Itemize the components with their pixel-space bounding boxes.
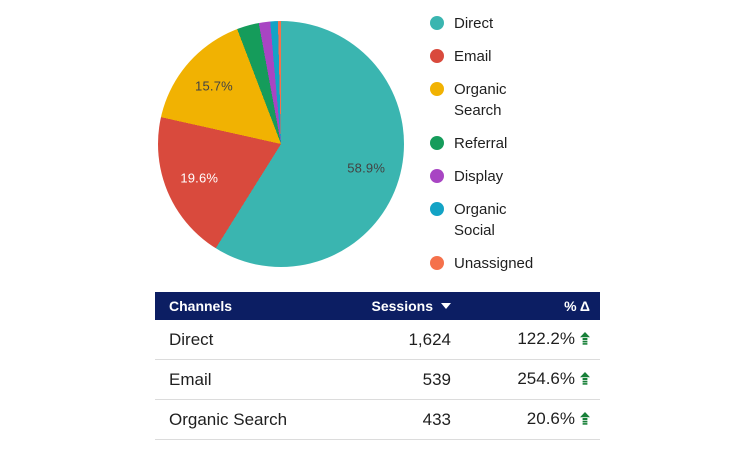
legend-item-organic-social: Organic Social [430,199,550,241]
table-row: Organic Search 433 20.6% [155,399,600,440]
column-header-sessions-label: Sessions [371,298,433,314]
column-header-percent-delta[interactable]: % Δ [455,292,600,320]
pie-slice-label: 15.7% [195,78,233,94]
legend-label: Direct [454,15,494,32]
legend-item-referral: Referral [430,133,550,154]
delta-value: 20.6% [526,409,575,428]
column-header-sessions[interactable]: Sessions [315,292,455,320]
trend-up-icon [580,370,590,390]
legend-label: Email [454,48,492,65]
cell-sessions: 539 [315,359,455,400]
legend-label: Referral [454,135,508,152]
legend-label: Unassigned [454,255,534,272]
legend-label: Display [454,168,504,185]
legend-swatch [430,82,444,96]
legend-swatch [430,256,444,270]
cell-channel: Organic Search [155,399,315,440]
chart-legend: Direct Email Organic Search Referral Display… [430,13,550,286]
cell-delta: 122.2% [455,320,600,360]
legend-label: Organic Search [454,81,507,119]
table-header-row: Channels Sessions % Δ [155,292,600,320]
cell-sessions: 433 [315,399,455,440]
legend-item-direct: Direct [430,13,550,34]
cell-sessions: 1,624 [315,320,455,360]
column-header-channels[interactable]: Channels [155,292,315,320]
cell-delta: 254.6% [455,359,600,400]
trend-up-icon [580,330,590,350]
cell-channel: Direct [155,320,315,360]
pie-slice-label: 58.9% [347,160,386,176]
legend-item-email: Email [430,46,550,67]
legend-swatch [430,169,444,183]
pie-chart[interactable] [158,21,404,267]
legend-label: Organic Social [454,201,507,239]
delta-value: 122.2% [517,329,575,348]
legend-swatch [430,49,444,63]
legend-item-unassigned: Unassigned [430,253,550,274]
pie-slice-label: 19.6% [180,170,219,186]
delta-value: 254.6% [517,369,575,388]
legend-item-display: Display [430,166,550,187]
legend-swatch [430,136,444,150]
legend-swatch [430,16,444,30]
trend-up-icon [580,410,590,430]
table-row: Email 539 254.6% [155,359,600,400]
channels-table: Channels Sessions % Δ Direct 1,624 122.2… [155,292,600,440]
table-row: Direct 1,624 122.2% [155,320,600,360]
sort-desc-icon [441,303,451,309]
legend-swatch [430,202,444,216]
cell-delta: 20.6% [455,399,600,440]
cell-channel: Email [155,359,315,400]
legend-item-organic-search: Organic Search [430,79,550,121]
